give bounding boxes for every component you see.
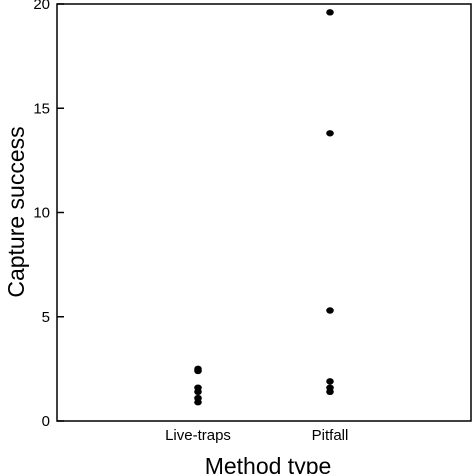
data-point: [326, 378, 334, 385]
data-point: [326, 307, 334, 314]
data-point: [194, 367, 202, 375]
x-tick-label: Pitfall: [312, 427, 349, 444]
data-point: [326, 130, 334, 137]
y-tick-label: 10: [33, 205, 50, 222]
y-axis-title: Capture success: [3, 126, 29, 297]
y-tick-label: 20: [33, 0, 50, 13]
y-tick-label: 5: [42, 309, 50, 326]
y-tick-label: 15: [33, 100, 50, 117]
y-axis: 0 5 10 15 20: [33, 0, 64, 430]
y-tick-label: 0: [42, 413, 50, 430]
x-axis-title: Method type: [205, 453, 332, 474]
x-tick-label: Live-traps: [165, 427, 231, 444]
plot-frame: [56, 3, 472, 422]
data-point: [326, 388, 334, 396]
x-axis: Live-traps Pitfall: [165, 427, 348, 444]
data-point: [194, 388, 202, 396]
data-point: [194, 399, 202, 406]
data-points: [194, 9, 334, 406]
data-point: [326, 9, 334, 16]
